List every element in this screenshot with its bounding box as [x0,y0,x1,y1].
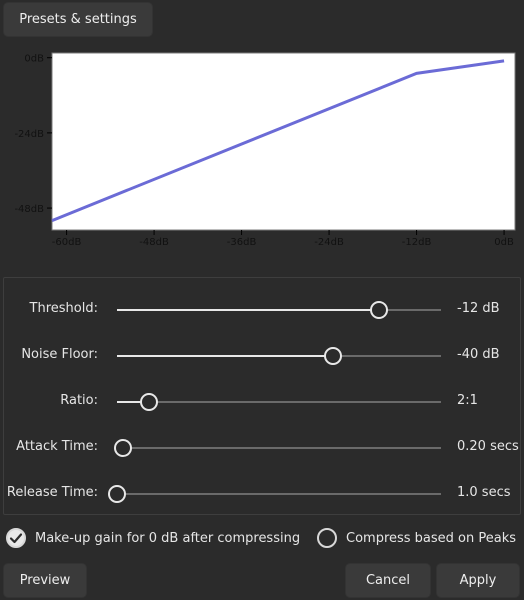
threshold-fill [117,309,380,311]
attack-time-label: Attack Time: [16,439,98,454]
x-tick-label: -12dB [402,237,432,248]
ratio-thumb[interactable] [140,393,159,411]
threshold-slider[interactable] [117,301,441,319]
ratio-fill [117,401,150,403]
compress-peaks-circle-icon [317,528,337,548]
release-time-row: Release Time: 1.0 secs [4,478,522,508]
noise-floor-fill [117,355,334,357]
threshold-value: -12 dB [457,301,500,316]
threshold-thumb[interactable] [370,301,389,319]
makeup-gain-check-icon [6,528,26,548]
noise-floor-label: Noise Floor: [21,347,98,362]
cancel-button[interactable]: Cancel [345,563,431,598]
x-tick-label: -48dB [139,237,169,248]
x-tick-label: -24dB [314,237,344,248]
noise-floor-value: -40 dB [457,347,500,362]
compress-peaks-label: Compress based on Peaks [346,530,517,546]
ratio-label: Ratio: [60,393,98,408]
y-tick-label: -48dB [14,204,44,215]
release-time-value: 1.0 secs [457,485,511,500]
y-tick-label: 0dB [24,54,44,65]
noise-floor-thumb[interactable] [324,347,343,365]
ratio-value: 2:1 [457,393,478,408]
ratio-row: Ratio: 2:1 [4,386,522,416]
preview-button[interactable]: Preview [3,563,87,598]
makeup-gain-label: Make-up gain for 0 dB after compressing [35,530,301,546]
x-tick-label: -60dB [52,237,82,248]
x-tick-label: -36dB [227,237,257,248]
apply-button[interactable]: Apply [436,563,520,598]
attack-time-thumb[interactable] [113,439,132,457]
attack-time-slider[interactable] [113,439,441,457]
ratio-slider[interactable] [117,393,441,411]
release-time-thumb[interactable] [108,485,126,503]
x-tick-label: 0dB [494,237,514,248]
attack-time-row: Attack Time: 0.20 secs [4,432,522,462]
release-time-label: Release Time: [6,485,98,500]
threshold-label: Threshold: [29,301,98,316]
presets-settings-button[interactable]: Presets & settings [3,2,153,37]
compression-curve-graph: -60dB -48dB -36dB -24dB -12dB 0dB 0dB -24dB -48d… [0,42,524,255]
noise-floor-slider[interactable] [117,347,441,365]
curve-chart: -60dB -48dB -36dB -24dB -12dB 0dB 0dB -24dB -48d… [14,52,516,248]
compress-peaks-checkbox[interactable]: Compress based on Peaks [317,528,516,548]
plot-area [51,52,516,231]
release-time-slider[interactable] [108,485,441,503]
noise-floor-row: Noise Floor: -40 dB [4,340,522,370]
threshold-row: Threshold: -12 dB [4,294,522,324]
compression-curve-line [51,59,505,222]
attack-time-value: 0.20 secs [457,439,519,454]
controls-panel: Threshold: -12 dB Noise Floor: -40 dB Ra… [3,277,521,515]
makeup-gain-checkbox[interactable]: Make-up gain for 0 dB after compressing [6,528,300,548]
y-tick-label: -24dB [14,129,44,140]
